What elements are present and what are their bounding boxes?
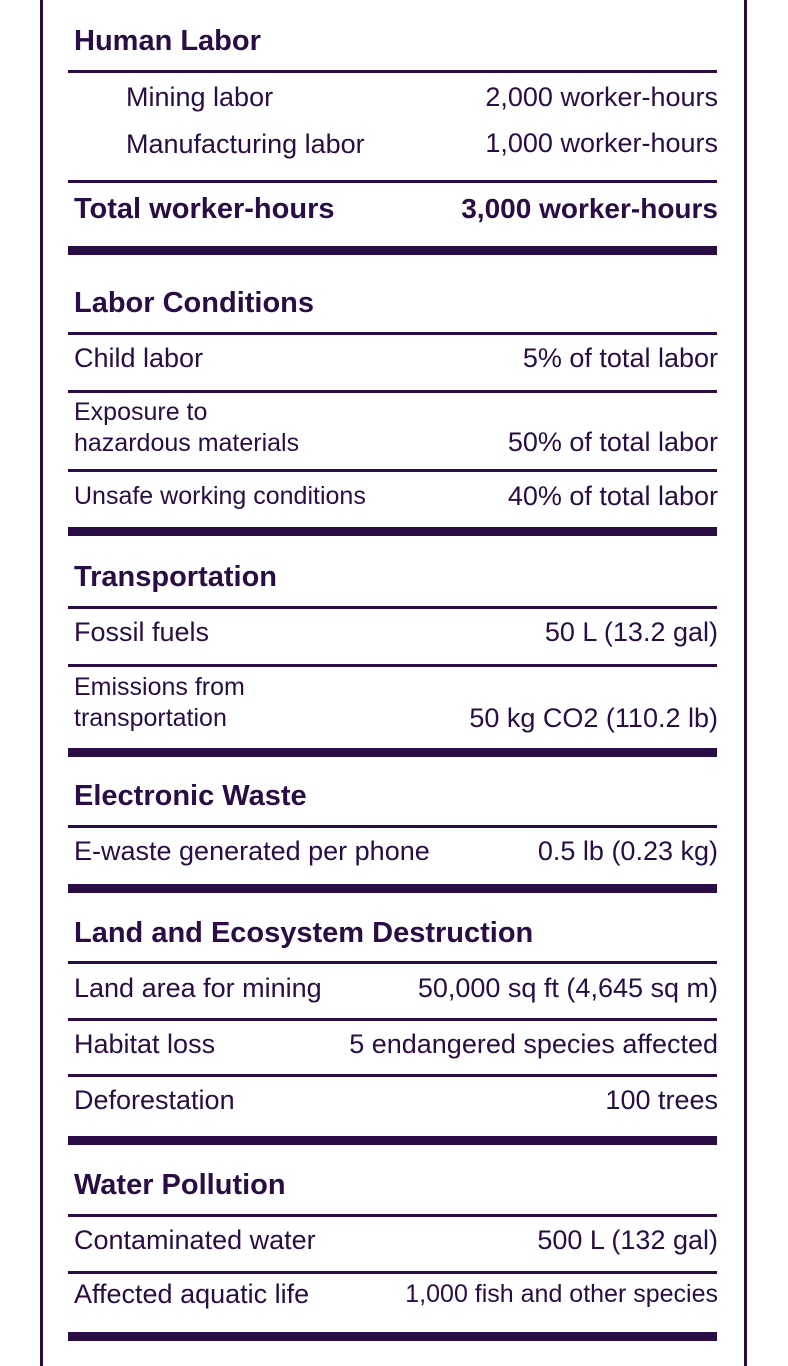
label-frame <box>40 0 747 1366</box>
row-label-e-waste: E-waste generated per phone <box>74 836 430 866</box>
row-value-contaminated-water: 500 L (132 gal) <box>537 1225 718 1255</box>
section-heading-transportation: Transportation <box>74 561 278 593</box>
row-value-child-labor: 5% of total labor <box>522 343 718 373</box>
row-label-exposure-line2: hazardous materials <box>74 429 300 457</box>
row-value-fossil-fuels: 50 L (13.2 gal) <box>544 617 718 647</box>
row-value-e-waste: 0.5 lb (0.23 kg) <box>537 836 718 866</box>
divider <box>68 469 717 472</box>
row-label-deforestation: Deforestation <box>74 1085 235 1115</box>
section-heading-human-labor: Human Labor <box>74 25 261 57</box>
total-value: 3,000 worker-hours <box>461 193 718 224</box>
divider <box>68 825 717 828</box>
row-label-contaminated-water: Contaminated water <box>74 1225 316 1255</box>
section-divider <box>68 246 717 255</box>
section-heading-electronic-waste: Electronic Waste <box>74 780 307 812</box>
section-heading-labor-conditions: Labor Conditions <box>74 287 315 319</box>
row-value-manufacturing-labor: 1,000 worker-hours <box>485 128 718 158</box>
row-label-unsafe-conditions: Unsafe working conditions <box>74 482 366 510</box>
section-divider <box>68 1136 717 1145</box>
divider <box>68 1271 717 1274</box>
divider <box>68 606 717 609</box>
row-label-manufacturing-labor: Manufacturing labor <box>126 129 365 159</box>
row-value-mining-labor: 2,000 worker-hours <box>485 82 718 112</box>
row-label-mining-labor: Mining labor <box>126 82 274 112</box>
divider <box>68 1074 717 1077</box>
row-label-land-area: Land area for mining <box>74 973 322 1003</box>
section-heading-water: Water Pollution <box>74 1169 286 1201</box>
section-divider <box>68 1332 717 1341</box>
row-value-emissions: 50 kg CO2 (110.2 lb) <box>469 703 718 733</box>
row-label-emissions-line1: Emissions from <box>74 673 245 701</box>
row-value-habitat-loss: 5 endangered species affected <box>349 1029 718 1059</box>
total-label: Total worker-hours <box>74 193 335 225</box>
row-label-habitat-loss: Habitat loss <box>74 1029 216 1059</box>
row-value-aquatic-life: 1,000 fish and other species <box>405 1280 718 1308</box>
section-divider <box>68 527 717 536</box>
divider <box>68 1214 717 1217</box>
divider <box>68 70 717 73</box>
row-label-fossil-fuels: Fossil fuels <box>74 617 210 647</box>
section-divider <box>68 748 717 757</box>
divider <box>68 180 717 183</box>
divider <box>68 332 717 335</box>
section-divider <box>68 884 717 893</box>
row-value-unsafe-conditions: 40% of total labor <box>507 481 718 511</box>
divider <box>68 1018 717 1021</box>
row-value-exposure: 50% of total labor <box>507 427 718 457</box>
row-label-child-labor: Child labor <box>74 343 204 373</box>
divider <box>68 390 717 393</box>
row-label-emissions-line2: transportation <box>74 704 227 732</box>
row-value-land-area: 50,000 sq ft (4,645 sq m) <box>417 973 718 1003</box>
section-heading-land: Land and Ecosystem Destruction <box>74 917 534 949</box>
row-value-deforestation: 100 trees <box>605 1085 718 1115</box>
divider <box>68 961 717 964</box>
divider <box>68 664 717 667</box>
row-label-aquatic-life: Affected aquatic life <box>74 1279 310 1309</box>
row-label-exposure-line1: Exposure to <box>74 398 208 426</box>
